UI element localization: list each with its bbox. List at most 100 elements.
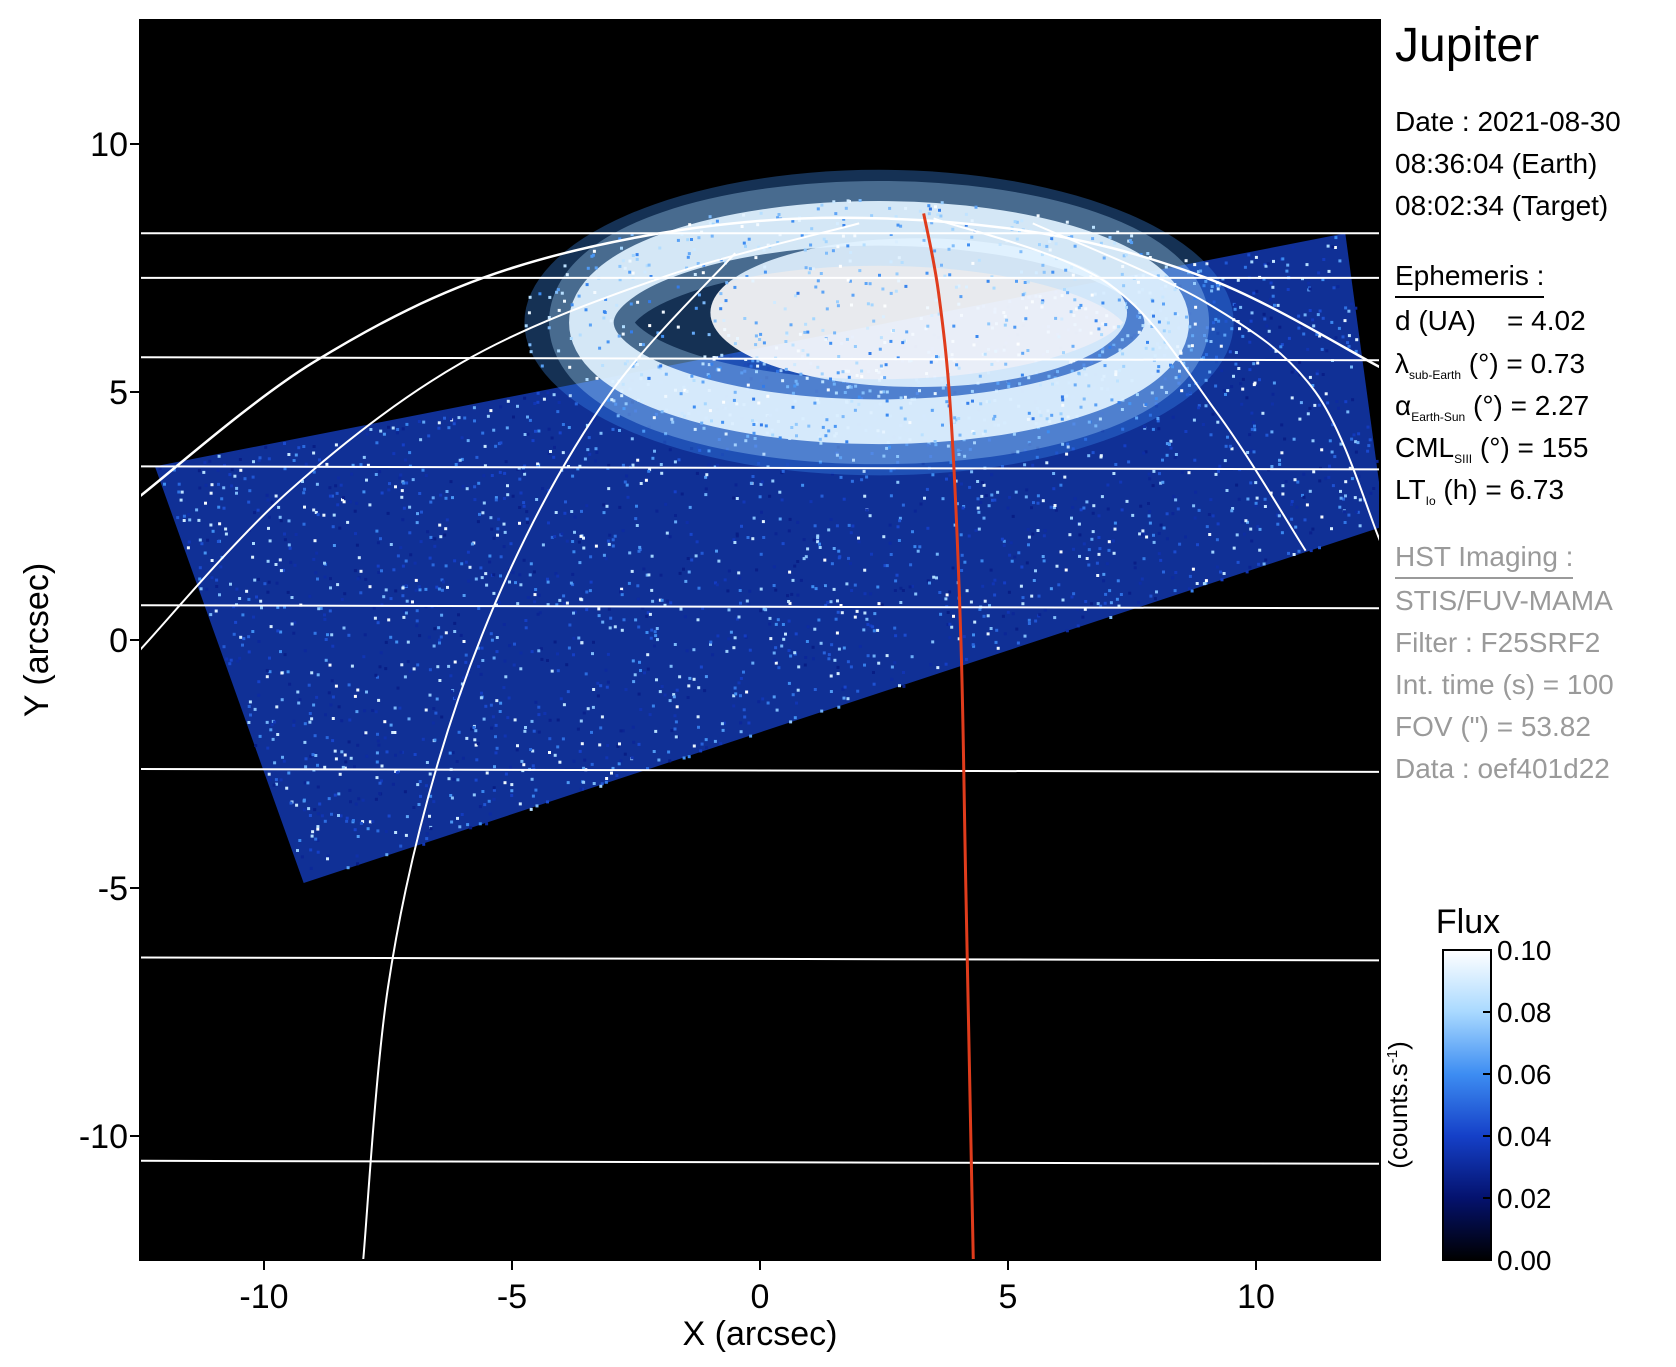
flux-pixel xyxy=(257,577,260,581)
flux-pixel xyxy=(543,712,547,715)
aurora-pixel xyxy=(557,349,561,353)
flux-pixel xyxy=(572,611,575,615)
aurora-pixel xyxy=(1128,402,1132,406)
flux-pixel xyxy=(619,590,623,594)
flux-pixel xyxy=(355,854,359,858)
aurora-pixel xyxy=(1116,379,1119,383)
flux-pixel xyxy=(369,428,373,431)
flux-pixel xyxy=(645,573,649,577)
flux-pixel xyxy=(801,483,805,487)
flux-pixel xyxy=(1078,533,1082,537)
flux-pixel xyxy=(1139,504,1143,508)
flux-pixel xyxy=(760,510,763,514)
flux-pixel xyxy=(1090,537,1094,541)
aurora-pixel xyxy=(806,353,810,357)
flux-pixel xyxy=(818,460,822,464)
flux-pixel xyxy=(1341,335,1345,339)
flux-pixel xyxy=(547,452,551,455)
ephemeris-value: (°) = 2.27 xyxy=(1465,390,1590,421)
flux-pixel xyxy=(1148,477,1152,481)
aurora-pixel xyxy=(1114,370,1118,374)
aurora-pixel xyxy=(754,334,758,338)
flux-pixel xyxy=(1250,311,1254,315)
aurora-pixel xyxy=(943,274,947,278)
flux-pixel xyxy=(835,631,839,635)
aurora-pixel xyxy=(845,440,849,444)
aurora-pixel xyxy=(1128,239,1132,242)
flux-pixel xyxy=(537,730,541,734)
flux-pixel xyxy=(376,732,379,736)
x-axis-label: X (arcsec) xyxy=(683,1315,838,1353)
flux-pixel xyxy=(504,460,508,464)
flux-pixel xyxy=(316,812,320,816)
flux-pixel xyxy=(651,704,655,708)
flux-pixel xyxy=(977,527,981,531)
flux-pixel xyxy=(629,403,633,407)
flux-pixel xyxy=(839,475,843,479)
flux-pixel xyxy=(561,737,565,741)
flux-pixel xyxy=(1102,579,1106,583)
flux-pixel xyxy=(472,406,476,410)
flux-pixel xyxy=(1052,487,1056,491)
flux-pixel xyxy=(290,622,294,626)
aurora-pixel xyxy=(659,364,663,368)
flux-pixel xyxy=(248,700,252,704)
aurora-pixel xyxy=(763,265,767,269)
flux-pixel xyxy=(1270,430,1274,434)
flux-pixel xyxy=(1253,428,1257,432)
flux-pixel xyxy=(647,425,651,429)
flux-pixel xyxy=(399,844,403,848)
flux-pixel xyxy=(1307,281,1311,285)
flux-pixel xyxy=(1138,581,1142,585)
flux-pixel xyxy=(860,478,864,482)
flux-pixel xyxy=(749,377,753,381)
flux-pixel xyxy=(820,709,824,713)
flux-pixel xyxy=(265,720,269,724)
flux-pixel xyxy=(1053,372,1057,376)
flux-pixel xyxy=(494,498,498,502)
flux-pixel xyxy=(492,591,496,595)
flux-pixel xyxy=(393,731,397,734)
aurora-pixel xyxy=(635,363,639,366)
aurora-pixel xyxy=(987,322,991,326)
flux-pixel xyxy=(620,628,624,632)
aurora-pixel xyxy=(841,415,845,419)
aurora-pixel xyxy=(899,396,903,400)
flux-pixel xyxy=(655,509,659,513)
flux-pixel xyxy=(877,394,881,398)
flux-pixel xyxy=(347,633,351,637)
aurora-pixel xyxy=(621,382,625,386)
aurora-pixel xyxy=(1089,275,1093,279)
flux-pixel xyxy=(532,570,536,574)
flux-pixel xyxy=(1011,451,1015,455)
flux-pixel xyxy=(394,485,397,489)
ephemeris-symbol: d (UA) xyxy=(1395,305,1476,336)
flux-pixel xyxy=(363,633,367,637)
flux-pixel xyxy=(1343,521,1347,524)
x-tick-label: 10 xyxy=(1237,1278,1275,1316)
flux-pixel xyxy=(1030,506,1033,510)
flux-pixel xyxy=(239,468,243,472)
flux-pixel xyxy=(1006,379,1010,383)
flux-pixel xyxy=(1242,532,1246,536)
flux-pixel xyxy=(355,710,359,714)
flux-pixel xyxy=(302,522,306,526)
flux-pixel xyxy=(818,542,821,546)
flux-pixel xyxy=(1301,493,1304,497)
flux-pixel xyxy=(586,707,590,711)
flux-pixel xyxy=(465,736,469,740)
flux-pixel xyxy=(512,663,516,667)
flux-pixel xyxy=(528,573,532,577)
flux-pixel xyxy=(931,473,935,477)
flux-pixel xyxy=(772,651,776,655)
flux-pixel xyxy=(836,665,840,669)
flux-pixel xyxy=(510,794,514,797)
flux-pixel xyxy=(268,539,272,543)
flux-pixel xyxy=(611,538,615,542)
flux-pixel xyxy=(391,782,395,786)
flux-pixel xyxy=(739,601,742,605)
flux-pixel xyxy=(1036,501,1040,505)
flux-pixel xyxy=(325,462,329,466)
aurora-pixel xyxy=(957,302,961,306)
flux-pixel xyxy=(279,630,283,634)
